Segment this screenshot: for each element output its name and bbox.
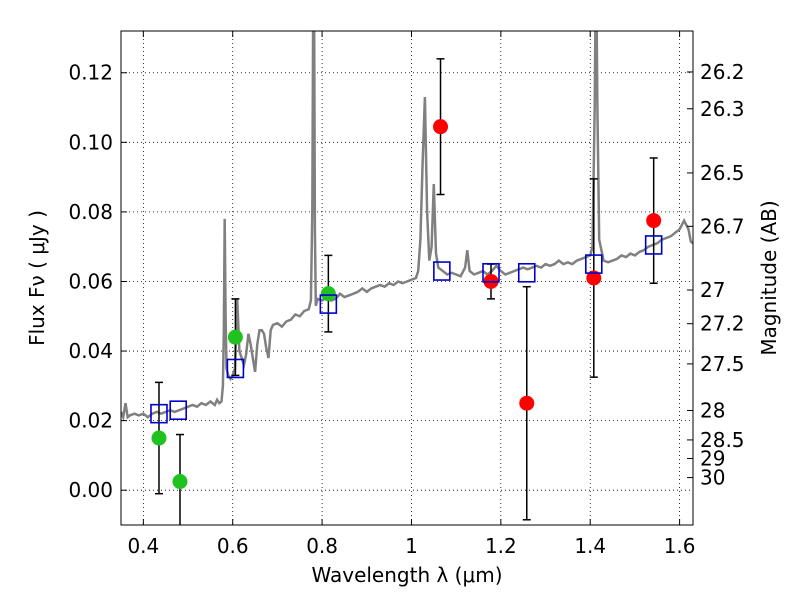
x-axis-label: Wavelength λ (μm) bbox=[311, 563, 502, 587]
x-tick-label: 0.4 bbox=[127, 534, 159, 558]
model-point bbox=[644, 235, 663, 255]
mag-tick-label: 26.2 bbox=[700, 60, 745, 84]
mag-tick-label: 26.7 bbox=[700, 214, 745, 238]
red-point bbox=[586, 270, 602, 286]
x-tick-label: 1.2 bbox=[485, 534, 517, 558]
green-point bbox=[320, 286, 336, 302]
y-axis: 0.00 0.02 0.04 0.06 0.08 0.10 0.12 bbox=[68, 61, 127, 502]
y-axis-label: Flux Fν ( μJy ) bbox=[25, 210, 49, 346]
x-tick-label: 1.4 bbox=[574, 534, 606, 558]
model-point bbox=[150, 403, 168, 424]
model-point bbox=[482, 262, 500, 283]
green-point bbox=[151, 430, 167, 446]
model-point bbox=[517, 262, 536, 283]
mag-tick-label: 26.3 bbox=[700, 97, 745, 121]
plot-frame bbox=[120, 30, 694, 526]
error-bars bbox=[154, 58, 658, 525]
y-tick-label: 0.08 bbox=[68, 200, 113, 224]
red-point bbox=[519, 395, 535, 411]
spectrum-line bbox=[121, 31, 693, 422]
mag-tick-label: 27.2 bbox=[700, 312, 745, 336]
x-tick-label: 0.8 bbox=[306, 534, 338, 558]
y-tick-label: 0.10 bbox=[68, 130, 113, 154]
mag-tick-label: 28.5 bbox=[700, 428, 745, 452]
mag-tick-label: 26.5 bbox=[700, 161, 745, 185]
y-tick-label: 0.04 bbox=[68, 339, 113, 363]
model-point bbox=[169, 400, 187, 420]
y-tick-label: 0.12 bbox=[68, 61, 113, 85]
y-tick-label: 0.06 bbox=[68, 269, 113, 293]
y-tick-label: 0.02 bbox=[68, 409, 113, 433]
model-point bbox=[319, 294, 338, 314]
y-axis-right-label: Magnitude (AB) bbox=[757, 200, 781, 355]
mag-tick-label: 27.5 bbox=[700, 352, 745, 376]
x-tick-label: 0.6 bbox=[217, 534, 249, 558]
green-point bbox=[227, 329, 243, 345]
data-markers bbox=[150, 119, 663, 490]
model-point bbox=[584, 254, 603, 274]
mag-tick-label: 30 bbox=[700, 466, 725, 490]
model-point bbox=[433, 261, 451, 281]
red-point bbox=[433, 119, 449, 135]
y-tick-label: 0.00 bbox=[68, 478, 113, 502]
mag-tick-label: 29 bbox=[700, 446, 725, 470]
grid-lines bbox=[121, 31, 693, 525]
mag-tick-label: 27 bbox=[700, 278, 725, 302]
x-axis: 0.4 0.6 0.8 1 1.2 1.4 1.6 bbox=[127, 31, 696, 558]
x-tick-label: 1 bbox=[405, 534, 418, 558]
x-tick-label: 1.6 bbox=[664, 534, 696, 558]
green-point bbox=[172, 474, 188, 490]
mag-tick-label: 28 bbox=[700, 399, 725, 423]
red-point bbox=[646, 213, 662, 229]
model-point bbox=[226, 358, 245, 379]
